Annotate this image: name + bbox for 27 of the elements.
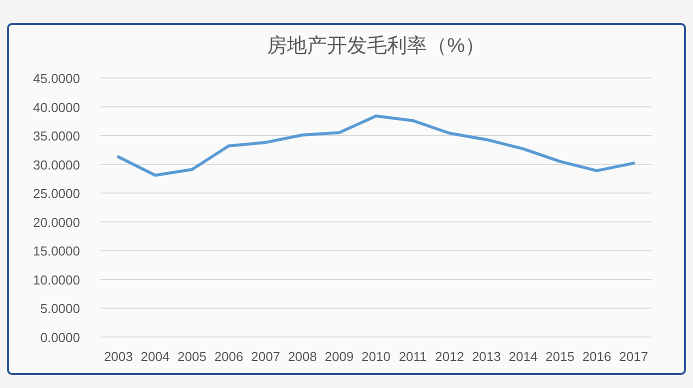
- x-tick-label: 2013: [472, 349, 501, 364]
- y-tick-label: 45.0000: [33, 71, 80, 86]
- chart-title: 房地产开发毛利率（%）: [267, 35, 485, 57]
- x-tick-label: 2012: [435, 349, 464, 364]
- y-tick-label: 0.0000: [40, 330, 80, 345]
- y-tick-label: 35.0000: [33, 128, 80, 144]
- y-tick-label: 40.0000: [33, 100, 80, 115]
- y-tick-label: 20.0000: [33, 214, 80, 230]
- x-tick-label: 2011: [398, 349, 427, 364]
- y-tick-label: 5.0000: [40, 301, 80, 316]
- line-series: [116, 114, 636, 177]
- x-tick-label: 2010: [362, 349, 390, 364]
- x-tick-label: 2005: [178, 349, 206, 364]
- x-tick-label: 2006: [214, 349, 244, 364]
- x-tick-label: 2003: [104, 349, 133, 364]
- x-tick-label: 2007: [251, 349, 280, 364]
- x-tick-label: 2014: [508, 349, 538, 364]
- x-tick-label: 2008: [288, 349, 317, 364]
- x-tick-label: 2017: [619, 349, 648, 364]
- y-tick-label: 10.0000: [33, 272, 80, 288]
- x-tick-label: 2009: [324, 349, 354, 364]
- x-tick-label: 2015: [546, 349, 574, 364]
- y-tick-label: 30.0000: [33, 157, 80, 172]
- y-tick-label: 15.0000: [33, 244, 80, 259]
- y-tick-label: 25.0000: [33, 186, 80, 202]
- x-tick-label: 2016: [582, 349, 612, 364]
- x-tick-label: 2004: [140, 349, 170, 364]
